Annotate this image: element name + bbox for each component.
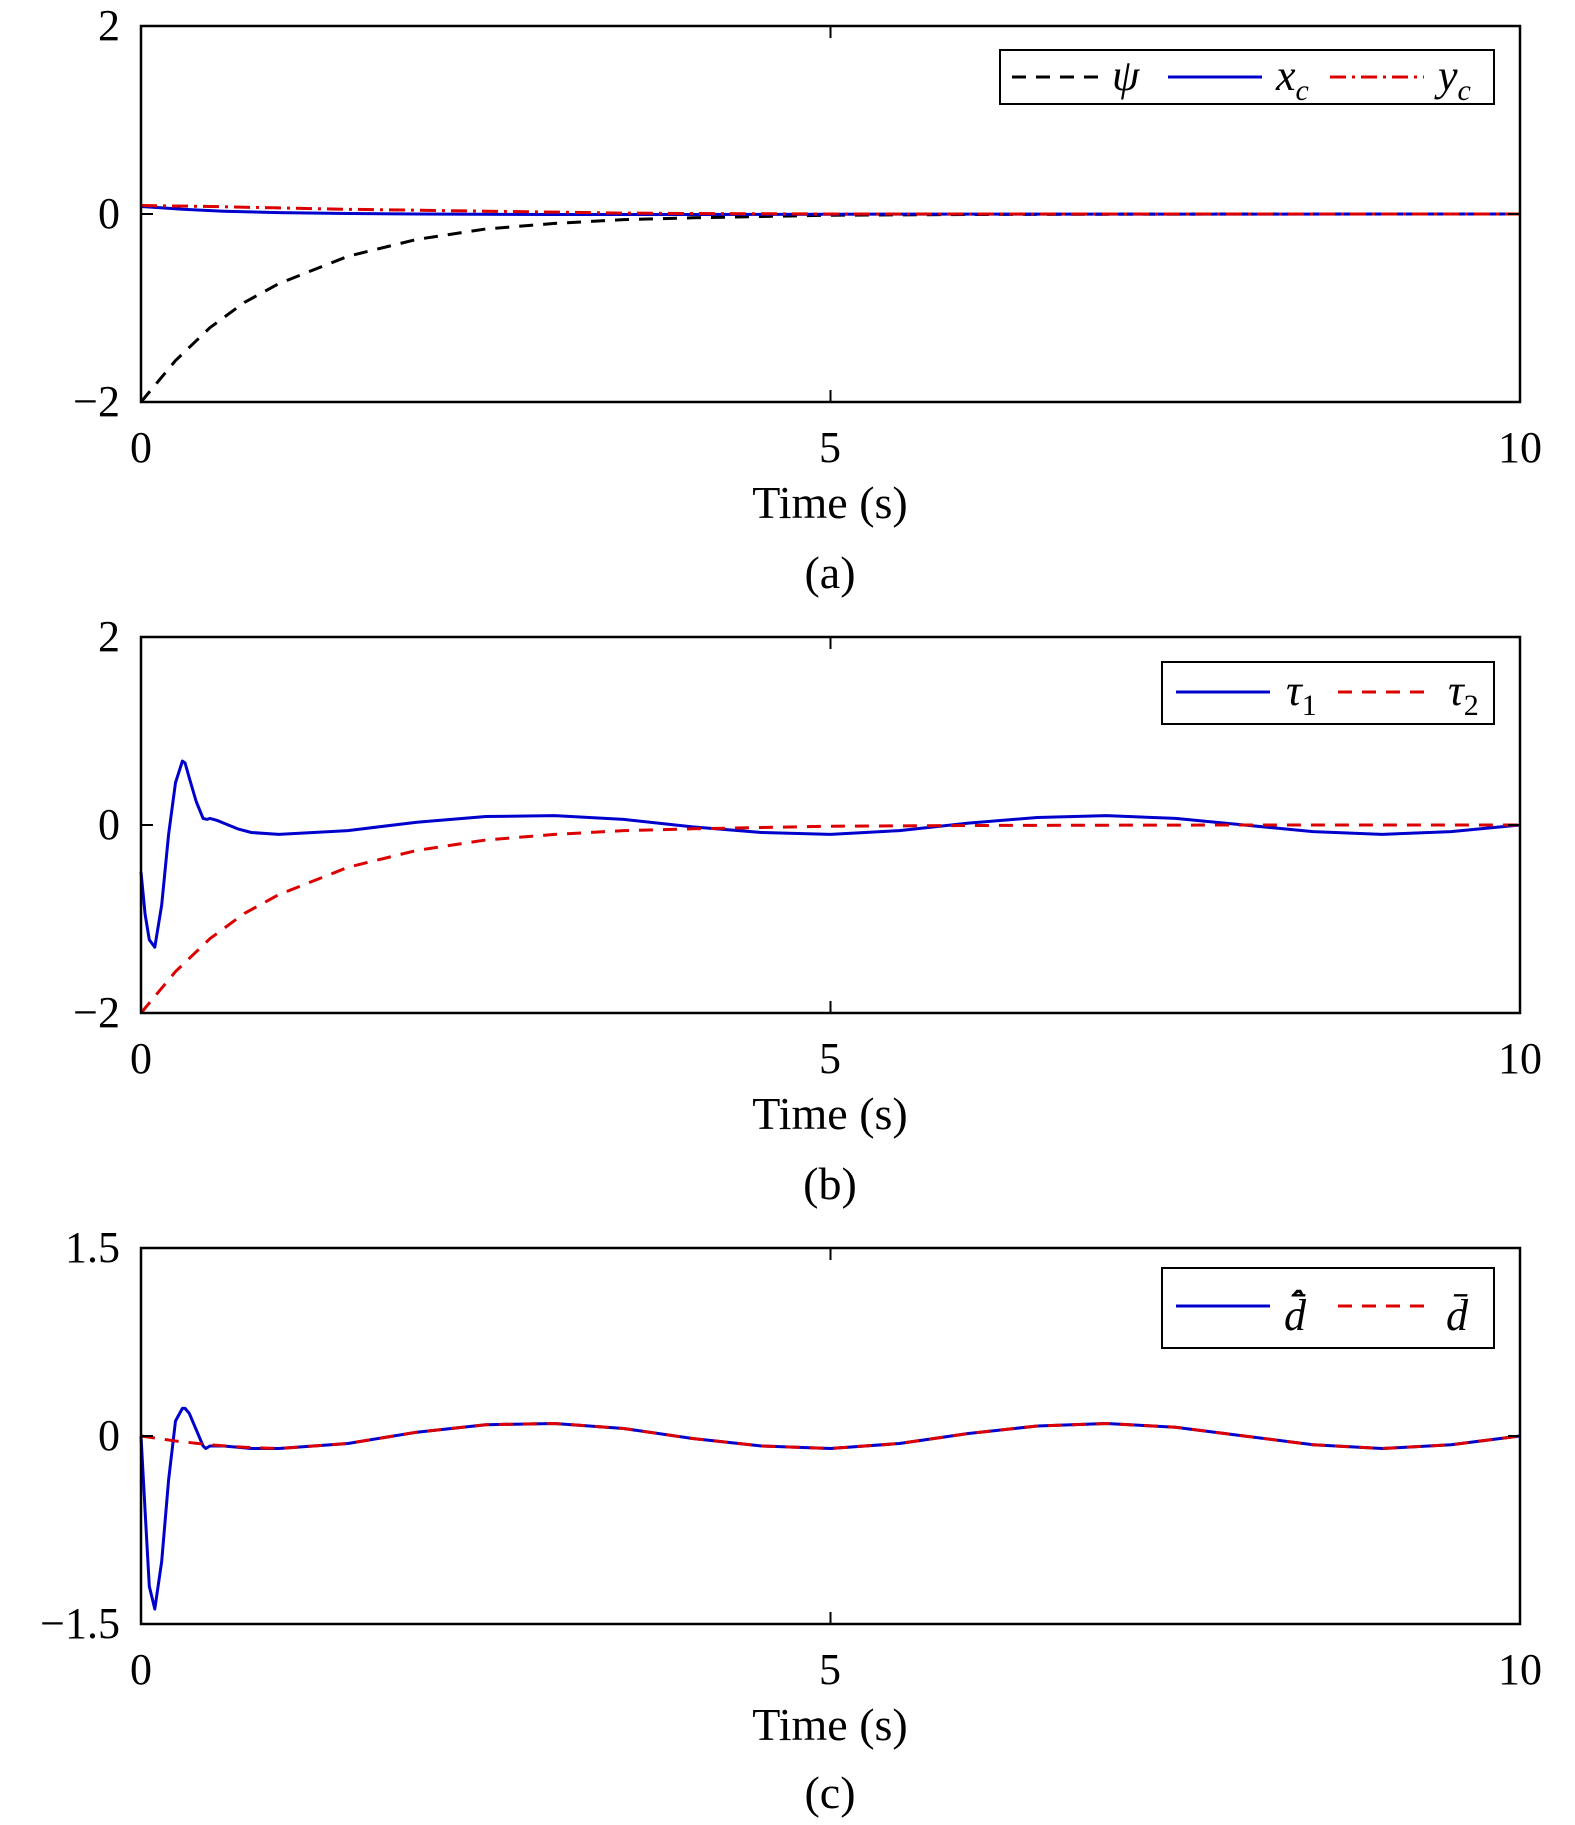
legend-label-a-yc: yc [1434, 51, 1471, 107]
series-line-a-2 [140, 204, 1520, 216]
legend-label-a-psi: ψ [1112, 51, 1140, 100]
plot-series-c [139, 1406, 1521, 1611]
x-tick-label-c-0: 0 [130, 1645, 152, 1694]
y-tick-label-c-mid: 0 [98, 1411, 120, 1460]
panel-a: 2 0 −2 0 5 10 Time (s) (a) ψ xc yc [73, 1, 1542, 598]
legend-label-c-dhat: d̂̄ [1284, 1290, 1307, 1340]
legend-c: d̂̄ d̄ [1161, 1267, 1495, 1349]
series-line-b-1 [139, 823, 1520, 1014]
y-tick-label-a-mid: 0 [98, 189, 120, 238]
x-axis-title-b: Time (s) [752, 1088, 908, 1139]
x-tick-label-a-10: 10 [1498, 423, 1542, 472]
x-tick-label-b-0: 0 [130, 1034, 152, 1083]
plot-series-b [139, 759, 1521, 1014]
legend-b: τ1 τ2 [1161, 661, 1495, 725]
y-tick-label-c-bottom: −1.5 [40, 1599, 120, 1648]
panel-b: 2 0 −2 0 5 10 Time (s) (b) τ1 τ2 [73, 612, 1542, 1209]
x-tick-label-a-5: 5 [819, 423, 841, 472]
caption-c: (c) [804, 1767, 855, 1818]
series-line-b-0 [139, 759, 1521, 949]
y-tick-label-b-top: 2 [98, 612, 120, 661]
y-tick-label-a-bottom: −2 [73, 377, 120, 426]
x-axis-title-c: Time (s) [752, 1699, 908, 1750]
plot-series-a [139, 204, 1521, 403]
series-line-c-1 [140, 1422, 1521, 1450]
legend-box-c [1161, 1267, 1495, 1349]
x-tick-label-b-10: 10 [1498, 1034, 1542, 1083]
y-tick-label-b-bottom: −2 [73, 988, 120, 1037]
y-tick-label-b-mid: 0 [98, 800, 120, 849]
legend-label-c-dbar: d̄ [1446, 1291, 1469, 1340]
panel-c: 1.5 0 −1.5 0 5 10 Time (s) (c) d̂̄ d̄ [40, 1223, 1542, 1818]
x-axis-title-a: Time (s) [752, 477, 908, 528]
y-tick-label-c-top: 1.5 [65, 1223, 120, 1272]
ticks-a [140, 25, 1521, 403]
series-line-a-0 [139, 212, 1520, 403]
ticks-c [140, 1247, 1521, 1625]
x-tick-label-b-5: 5 [819, 1034, 841, 1083]
legend-a: ψ xc yc [999, 49, 1495, 107]
x-tick-label-a-0: 0 [130, 423, 152, 472]
series-line-c-0 [139, 1406, 1521, 1611]
y-tick-label-a-top: 2 [98, 1, 120, 50]
caption-a: (a) [804, 547, 855, 598]
ticks-b [140, 636, 1521, 1014]
x-tick-label-c-5: 5 [819, 1645, 841, 1694]
caption-b: (b) [803, 1158, 857, 1209]
x-tick-label-c-10: 10 [1498, 1645, 1542, 1694]
